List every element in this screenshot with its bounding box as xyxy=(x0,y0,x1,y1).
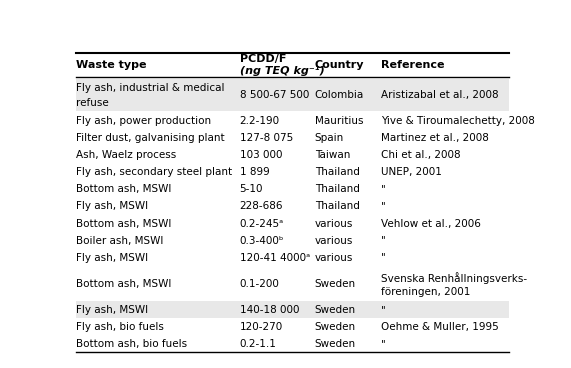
Bar xyxy=(76,301,509,318)
Text: Aristizabal et al., 2008: Aristizabal et al., 2008 xyxy=(381,90,498,100)
Text: ": " xyxy=(381,305,386,315)
Bar xyxy=(76,79,509,111)
Text: 0.2-245ᵃ: 0.2-245ᵃ xyxy=(240,219,284,229)
Text: Boiler ash, MSWI: Boiler ash, MSWI xyxy=(76,236,163,245)
Text: 120-41 4000ᵃ: 120-41 4000ᵃ xyxy=(240,252,309,262)
Text: 127-8 075: 127-8 075 xyxy=(240,133,293,143)
Text: 1 899: 1 899 xyxy=(240,167,270,177)
Text: Mauritius: Mauritius xyxy=(315,116,363,125)
Text: 140-18 000: 140-18 000 xyxy=(240,305,299,315)
Text: Martinez et al., 2008: Martinez et al., 2008 xyxy=(381,133,489,143)
Text: refuse: refuse xyxy=(76,98,108,108)
Text: Ash, Waelz process: Ash, Waelz process xyxy=(76,150,176,160)
Text: Taiwan: Taiwan xyxy=(315,150,350,160)
Text: Waste type: Waste type xyxy=(76,60,146,70)
Text: Sweden: Sweden xyxy=(315,322,356,332)
Text: UNEP, 2001: UNEP, 2001 xyxy=(381,167,442,177)
Text: föreningen, 2001: föreningen, 2001 xyxy=(381,287,471,297)
Text: 103 000: 103 000 xyxy=(240,150,282,160)
Text: Sweden: Sweden xyxy=(315,339,356,349)
Text: ": " xyxy=(381,236,386,245)
Text: Svenska Renhållningsverks-: Svenska Renhållningsverks- xyxy=(381,272,527,284)
Text: 0.3-400ᵇ: 0.3-400ᵇ xyxy=(240,236,284,245)
Text: various: various xyxy=(315,252,353,262)
Text: Sweden: Sweden xyxy=(315,305,356,315)
Text: Filter dust, galvanising plant: Filter dust, galvanising plant xyxy=(76,133,224,143)
Text: Bottom ash, MSWI: Bottom ash, MSWI xyxy=(76,219,171,229)
Text: Fly ash, MSWI: Fly ash, MSWI xyxy=(76,305,148,315)
Text: Spain: Spain xyxy=(315,133,344,143)
Text: Fly ash, industrial & medical: Fly ash, industrial & medical xyxy=(76,84,224,93)
Text: 120-270: 120-270 xyxy=(240,322,283,332)
Text: Fly ash, secondary steel plant: Fly ash, secondary steel plant xyxy=(76,167,232,177)
Text: 2.2-190: 2.2-190 xyxy=(240,116,280,125)
Text: Vehlow et al., 2006: Vehlow et al., 2006 xyxy=(381,219,481,229)
Text: Fly ash, power production: Fly ash, power production xyxy=(76,116,211,125)
Text: 0.2-1.1: 0.2-1.1 xyxy=(240,339,276,349)
Text: Chi et al., 2008: Chi et al., 2008 xyxy=(381,150,461,160)
Text: 8 500-67 500: 8 500-67 500 xyxy=(240,90,309,100)
Text: PCDD/F: PCDD/F xyxy=(240,54,286,64)
Text: ": " xyxy=(381,184,386,194)
Text: Thailand: Thailand xyxy=(315,184,360,194)
Text: Oehme & Muller, 1995: Oehme & Muller, 1995 xyxy=(381,322,499,332)
Text: Fly ash, MSWI: Fly ash, MSWI xyxy=(76,201,148,210)
Text: ": " xyxy=(381,201,386,210)
Text: Fly ash, bio fuels: Fly ash, bio fuels xyxy=(76,322,164,332)
Text: Bottom ash, MSWI: Bottom ash, MSWI xyxy=(76,279,171,289)
Text: various: various xyxy=(315,236,353,245)
Text: Reference: Reference xyxy=(381,60,445,70)
Text: Colombia: Colombia xyxy=(315,90,364,100)
Text: Country: Country xyxy=(315,60,364,70)
Text: ": " xyxy=(381,339,386,349)
Text: (ng TEQ kg⁻¹): (ng TEQ kg⁻¹) xyxy=(240,66,324,75)
Text: Bottom ash, bio fuels: Bottom ash, bio fuels xyxy=(76,339,187,349)
Text: ": " xyxy=(381,252,386,262)
Text: 5-10: 5-10 xyxy=(240,184,263,194)
Text: Bottom ash, MSWI: Bottom ash, MSWI xyxy=(76,184,171,194)
Text: Fly ash, MSWI: Fly ash, MSWI xyxy=(76,252,148,262)
Text: 0.1-200: 0.1-200 xyxy=(240,279,279,289)
Text: Yive & Tiroumalechetty, 2008: Yive & Tiroumalechetty, 2008 xyxy=(381,116,535,125)
Text: Thailand: Thailand xyxy=(315,201,360,210)
Text: Thailand: Thailand xyxy=(315,167,360,177)
Text: 228-686: 228-686 xyxy=(240,201,283,210)
Text: various: various xyxy=(315,219,353,229)
Text: Sweden: Sweden xyxy=(315,279,356,289)
